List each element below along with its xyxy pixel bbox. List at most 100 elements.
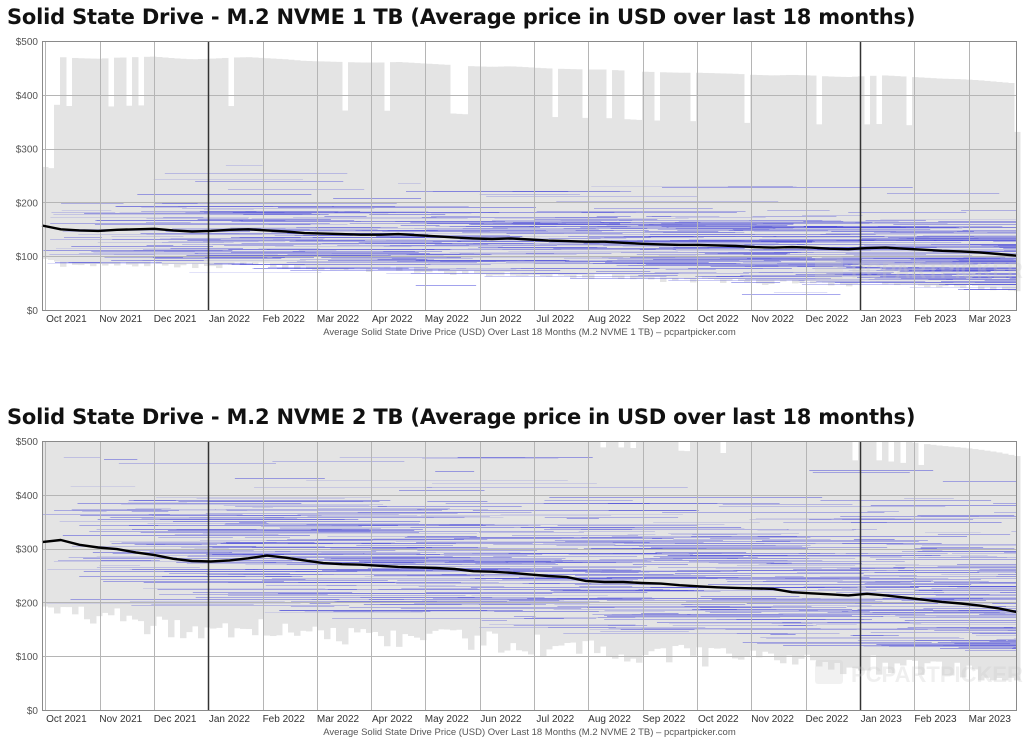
range-band-slice (834, 441, 841, 663)
range-band-slice (936, 445, 943, 662)
range-band-slice (84, 441, 91, 620)
x-tick-label: Oct 2022 (698, 314, 739, 325)
range-band-slice (144, 441, 151, 635)
range-band-slice (348, 441, 355, 629)
range-band-slice (276, 58, 283, 265)
range-band-slice (288, 441, 295, 633)
range-band-slice (690, 121, 697, 283)
range-band-slice (402, 441, 409, 635)
range-band-slice (120, 441, 127, 622)
range-band-slice (534, 67, 541, 276)
x-tick-label: Mar 2023 (969, 314, 1012, 325)
listing-prices (42, 457, 1017, 651)
range-band-slice (768, 75, 775, 284)
range-band-slice (258, 441, 265, 620)
y-tick-label: $500 (16, 437, 39, 448)
average-price-line (41, 538, 1018, 614)
range-band-slice (600, 447, 607, 647)
range-band-slice (120, 57, 127, 263)
range-band-slice (456, 113, 463, 272)
range-band-slice (204, 441, 211, 628)
range-band-slice (690, 441, 697, 656)
range-band-slice (384, 441, 391, 647)
range-band-slice (762, 75, 769, 286)
range-band-slice (954, 79, 961, 287)
range-band-slice (198, 59, 205, 264)
range-band-slice (930, 444, 937, 662)
range-band-slice (630, 448, 637, 659)
range-band-slice (486, 66, 493, 277)
range-band-slice (822, 76, 829, 283)
range-band-slice (792, 441, 799, 665)
chart-title: Solid State Drive - M.2 NVME 1 TB (Avera… (7, 5, 916, 29)
y-tick-label: $400 (16, 91, 39, 102)
range-band-slice (768, 441, 775, 654)
range-band-slice (270, 58, 277, 267)
range-band-slice (96, 441, 103, 617)
range-band-slice (882, 75, 889, 285)
x-tick-label: Jan 2022 (209, 314, 251, 325)
range-band-slice (132, 57, 139, 267)
range-band-slice (360, 62, 367, 269)
y-axis: $0 $100 $200 $300 $400 $500 (16, 437, 39, 717)
range-band-slice (984, 450, 991, 678)
range-band-slice (192, 59, 199, 269)
range-band-slice (438, 64, 445, 272)
range-band-slice (708, 441, 715, 649)
range-band-slice (978, 449, 985, 681)
range-band-slice (342, 441, 349, 645)
range-band-slice (660, 72, 667, 282)
range-band-slice (522, 441, 529, 652)
range-band-slice (66, 106, 73, 263)
x-tick-label: Jun 2022 (480, 314, 522, 325)
range-band-slice (636, 119, 643, 279)
range-band-slice (774, 441, 781, 661)
range-band-slice (114, 441, 121, 609)
range-band-slice (114, 57, 121, 266)
plot-frame (42, 441, 1017, 711)
range-band-slice (174, 58, 181, 268)
range-band-slice (930, 78, 937, 286)
range-band-slice (618, 70, 625, 279)
range-band-slice (678, 450, 685, 645)
range-band-slice (654, 441, 661, 649)
average-price-line (41, 224, 1018, 257)
range-band-slice (324, 61, 331, 268)
range-band-slice (666, 72, 673, 279)
range-band-slice (186, 441, 193, 633)
x-tick-label: Jun 2022 (480, 714, 522, 725)
pcpartpicker-watermark: PCPARTPICKER (815, 660, 1023, 687)
range-band-slice (1014, 456, 1021, 681)
range-band-slice (852, 460, 859, 669)
range-band-slice (528, 441, 535, 655)
range-band-slice (534, 441, 541, 635)
range-band-slice (444, 64, 451, 274)
range-band-slice (672, 441, 679, 647)
range-band-slice (432, 441, 439, 631)
range-band-slice (54, 441, 61, 614)
range-band-slice (804, 441, 811, 655)
range-band-slice (234, 441, 241, 629)
range-band-slice (468, 441, 475, 650)
range-band-slice (312, 441, 319, 627)
x-tick-label: Nov 2021 (99, 714, 142, 725)
range-band-slice (234, 57, 241, 263)
range-band-slice (228, 106, 235, 265)
range-band-slice (510, 441, 517, 644)
range-band-slice (468, 66, 475, 271)
range-band-slice (588, 441, 595, 641)
range-band-slice (246, 441, 253, 630)
y-axis: $0 $100 $200 $300 $400 $500 (16, 37, 39, 317)
range-band-slice (210, 441, 217, 629)
y-tick-label: $100 (16, 652, 39, 663)
range-band-slice (378, 441, 385, 637)
range-band-slice (714, 73, 721, 280)
range-band-slice (924, 444, 931, 664)
range-band-slice (198, 441, 205, 639)
range-band-slice (48, 441, 55, 608)
range-band-slice (354, 62, 361, 269)
range-band-slice (150, 441, 157, 626)
range-band-slice (348, 62, 355, 269)
range-band-slice (918, 464, 925, 675)
range-band-slice (108, 441, 115, 616)
